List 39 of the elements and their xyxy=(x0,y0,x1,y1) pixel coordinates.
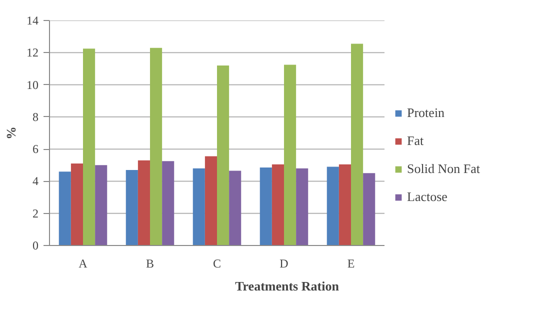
y-tick-label: 2 xyxy=(32,206,38,220)
y-axis-title: % xyxy=(4,126,18,140)
y-tick-label: 8 xyxy=(32,110,38,124)
bar xyxy=(204,156,217,246)
y-tick-label: 10 xyxy=(26,78,38,92)
bar xyxy=(260,168,272,246)
x-tick-label: D xyxy=(280,256,289,270)
x-tick-label: E xyxy=(347,256,355,270)
x-axis-title: Treatments Ration xyxy=(235,278,340,294)
legend-label: Fat xyxy=(407,133,425,149)
legend-label: Solid Non Fat xyxy=(407,161,480,177)
bar xyxy=(217,66,230,246)
x-tick-label: C xyxy=(213,256,222,270)
bar xyxy=(83,48,96,246)
bar xyxy=(70,164,83,246)
bar xyxy=(95,165,108,246)
bar xyxy=(126,170,138,246)
bar xyxy=(296,168,308,246)
bar xyxy=(150,48,162,246)
bar xyxy=(229,170,242,246)
x-tick-label: A xyxy=(78,256,88,270)
y-tick-label: 6 xyxy=(32,142,38,156)
legend-label: Lactose xyxy=(407,189,448,205)
bar xyxy=(162,161,174,246)
x-tick-label: B xyxy=(146,256,154,270)
bar xyxy=(138,160,150,246)
bar xyxy=(284,64,296,246)
bar xyxy=(351,44,364,246)
y-tick-label: 12 xyxy=(26,46,38,60)
bar xyxy=(338,164,351,246)
bar xyxy=(363,173,376,246)
y-tick-label: 4 xyxy=(32,174,38,188)
legend-label: Protein xyxy=(407,105,445,121)
bar xyxy=(272,164,284,246)
y-tick-label: 0 xyxy=(32,238,38,252)
bar xyxy=(192,168,205,246)
bar xyxy=(326,166,339,246)
y-tick-label: 14 xyxy=(26,14,38,28)
bar xyxy=(58,172,71,246)
